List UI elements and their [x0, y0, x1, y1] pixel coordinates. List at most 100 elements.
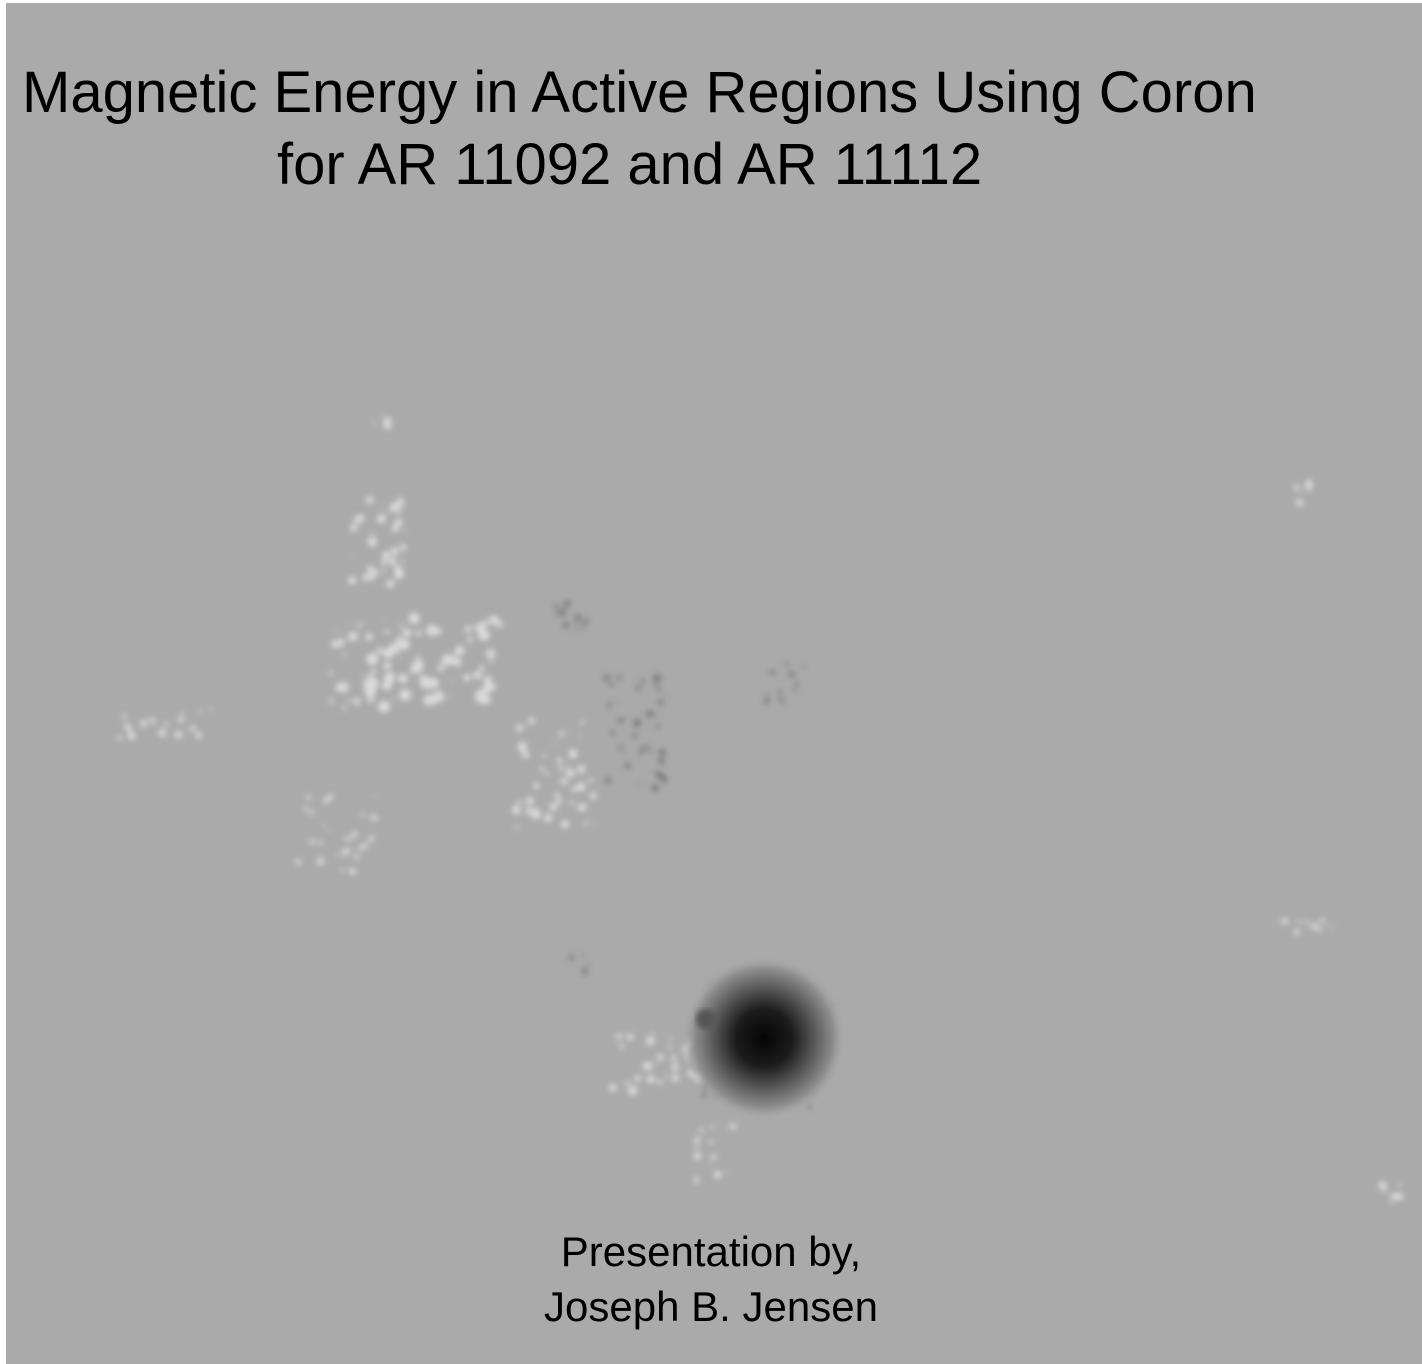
speckle [483, 675, 493, 685]
speckle [525, 807, 533, 815]
speckle [329, 671, 334, 676]
speckle [1319, 917, 1325, 923]
speckle [672, 1068, 675, 1071]
speckle [710, 1125, 715, 1130]
speckle [327, 794, 334, 800]
speckle [663, 696, 666, 699]
speckle [525, 797, 534, 806]
speckle [661, 676, 665, 680]
speckle [608, 1083, 617, 1092]
speckle [316, 857, 325, 866]
speckle [651, 784, 659, 792]
speckle [582, 618, 589, 625]
speckle [515, 825, 519, 830]
speckle [1318, 927, 1323, 932]
speckle [553, 741, 556, 745]
speckle [1389, 1200, 1393, 1205]
speckle [528, 717, 535, 724]
speckle [568, 749, 578, 759]
speckle [117, 735, 123, 740]
speckle [544, 770, 549, 775]
speckle [342, 848, 350, 856]
speckle [318, 839, 323, 845]
speckle [655, 714, 658, 717]
speckle [357, 858, 360, 862]
speckle [1304, 920, 1310, 925]
speckle [608, 682, 614, 687]
speckle [398, 573, 403, 577]
speckle [658, 757, 665, 764]
speckle [190, 725, 196, 732]
speckle [410, 664, 420, 674]
speckle [348, 624, 351, 627]
speckle [667, 1045, 672, 1050]
speckle [646, 1075, 655, 1084]
speckle [539, 766, 544, 771]
speckle [399, 624, 404, 629]
speckle [622, 751, 625, 754]
speckle [780, 700, 784, 704]
speckle [586, 964, 590, 968]
speckle [560, 777, 568, 785]
speckle [482, 695, 492, 705]
speckle [1293, 484, 1300, 491]
speckle [1382, 1188, 1387, 1193]
speckle [617, 717, 624, 724]
speckle [396, 498, 405, 507]
speckle [581, 966, 584, 969]
speckle [378, 700, 390, 713]
speckle [348, 836, 353, 841]
speckle [511, 805, 521, 815]
speckle [432, 690, 445, 703]
speckle [694, 1144, 699, 1150]
speckle [1281, 917, 1289, 925]
speckle [365, 632, 373, 641]
speckle [366, 565, 375, 573]
speckle [583, 805, 588, 810]
speckle [326, 828, 330, 831]
speckle [391, 524, 400, 533]
speckle [403, 528, 406, 532]
speckle [342, 705, 347, 710]
speckle [401, 559, 405, 563]
speckle [765, 693, 770, 698]
speckle [670, 1055, 677, 1062]
speckle [570, 800, 575, 806]
speckle [496, 621, 504, 628]
speckle [398, 511, 402, 516]
speckle [363, 846, 367, 850]
speckle [581, 968, 588, 975]
speckle [381, 569, 386, 574]
speckle [708, 1139, 713, 1145]
speckle [554, 792, 560, 798]
speckle [482, 620, 489, 626]
speckle [658, 749, 666, 756]
speckle [709, 1163, 712, 1167]
speckle [364, 684, 376, 697]
speckle [489, 615, 499, 626]
speckle [643, 1061, 653, 1071]
speckle [1293, 929, 1300, 936]
speckle [366, 653, 379, 666]
speckle [1275, 923, 1278, 926]
speckle [357, 622, 363, 628]
speckle [441, 654, 453, 666]
speckle [424, 676, 430, 682]
speckle [657, 1079, 663, 1085]
speckle [451, 661, 454, 665]
speckle [556, 757, 563, 764]
speckle [388, 557, 397, 566]
speckle [656, 1053, 664, 1061]
speckle [778, 697, 784, 702]
speckle [1383, 1182, 1387, 1186]
speckle [615, 700, 618, 703]
speckle [399, 496, 403, 500]
speckle [353, 853, 359, 859]
speckle [531, 810, 541, 820]
speckle [792, 688, 797, 692]
speckle [466, 636, 473, 643]
title-line: Magnetic Energy in Active Regions Using … [22, 60, 1257, 125]
speckle [353, 697, 361, 705]
speckle [726, 1171, 730, 1174]
speckle [794, 681, 800, 686]
